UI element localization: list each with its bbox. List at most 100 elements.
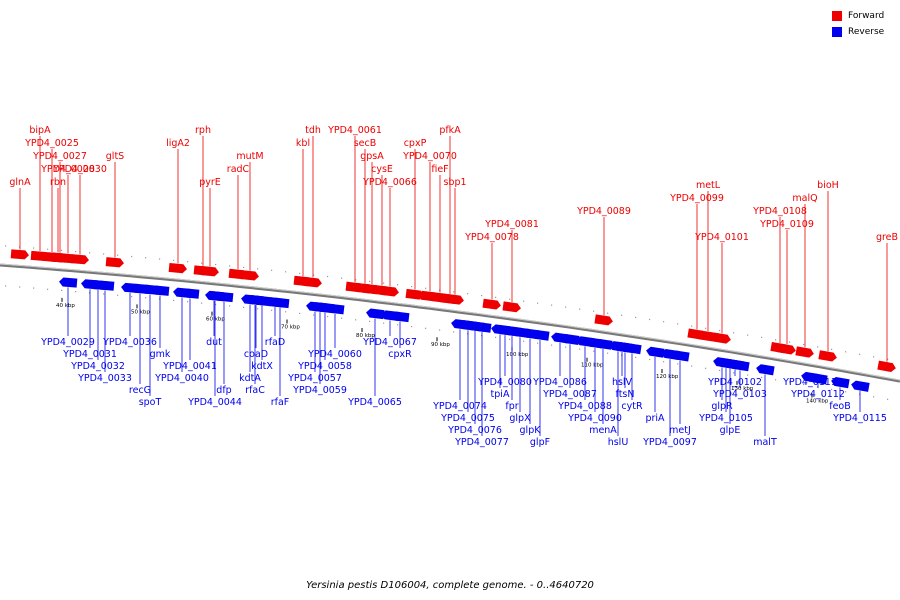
forward-gene-label: rbn [50,177,66,188]
forward-gene-arrow [405,288,424,300]
guide-dot [691,365,693,367]
reverse-gene-label: ftsN [616,389,635,400]
reverse-gene-label: tpiA [491,389,510,400]
guide-dot [593,350,595,352]
reverse-gene-arrow [366,308,385,320]
scale-tick-label: 100 kbp [506,352,529,358]
forward-gene-label: sbp1 [443,177,466,188]
reverse-gene-label: YPD4_0075 [440,413,495,424]
guide-dot [565,306,567,308]
reverse-gene-label: YPD4_0080 [477,377,532,388]
reverse-gene-label: YPD4_0040 [154,373,209,384]
reverse-gene-label: hslV [612,377,633,388]
reverse-gene-label: feoB [829,401,851,412]
reverse-gene-label: spoT [139,397,162,408]
forward-gene-label: YPD4_0101 [694,232,749,243]
guide-dot [33,287,35,289]
guide-dot [285,271,287,273]
guide-dot [411,286,413,288]
guide-dot [117,254,119,256]
reverse-gene-arrow [311,302,330,313]
scale-tick-label: 70 kbp [281,324,300,330]
guide-dot [495,336,497,338]
guide-dot [453,331,455,333]
reverse-gene-arrow [391,311,410,323]
forward-gene-label: gltS [106,151,124,162]
guide-dot [285,311,287,313]
guide-dot [453,291,455,293]
guide-dot [271,269,273,271]
guide-dot [775,339,777,341]
guide-dot [397,324,399,326]
reverse-gene-label: dfp [216,385,231,396]
forward-gene-label: YPD4_0070 [402,151,457,162]
guide-dot [523,340,525,342]
reverse-gene-label: glpR [711,401,733,412]
forward-gene-label: fieF [431,164,448,175]
reverse-gene-arrow [721,358,740,370]
guide-dot [579,348,581,350]
reverse-gene-arrow [96,280,115,291]
reverse-gene-label: YPD4_0088 [557,401,612,412]
reverse-gene-label: YPD4_0057 [287,373,342,384]
guide-dot [579,308,581,310]
guide-dot [887,398,889,400]
legend-reverse: Reverse [832,24,892,40]
reverse-gene-label: glpK [520,425,542,436]
guide-dot [803,343,805,346]
reverse-gene-label: YPD4_0067 [362,337,417,348]
reverse-gene-arrow [851,380,870,392]
reverse-gene-label: hslU [608,437,629,448]
reverse-gene-label: YPD4_0103 [712,389,767,400]
scale-tick-label: 80 kbp [356,333,375,339]
guide-dot [187,301,189,303]
legend: Forward Reverse [832,8,892,40]
reverse-gene-label: YPD4_0065 [347,397,402,408]
guide-dot [313,274,315,276]
forward-gene-arrow [795,346,814,358]
scale-tick-label: 60 kbp [206,317,225,323]
reverse-gene-label: YPD4_0058 [297,361,352,372]
guide-dot [677,323,679,325]
guide-dot [649,318,651,321]
reverse-gene-arrow [623,343,642,355]
guide-dot [621,314,623,316]
reverse-gene-label: YPD4_0036 [102,337,157,348]
reverse-gene-label: metJ [669,425,691,436]
forward-gene-arrow [345,281,364,293]
backbone-line [0,263,900,383]
reverse-gene-arrow [561,334,580,345]
scale-tick-label: 110 kbp [581,363,604,369]
forward-gene-label: YPD4_0061 [327,125,382,136]
guide-dot [131,255,133,258]
reverse-gene-arrow [173,287,192,298]
guide-dot [5,285,7,287]
guide-dot [551,344,553,346]
guide-dot [803,383,805,386]
forward-gene-label: cpxP [404,138,427,149]
forward-gene-arrow [482,298,501,310]
guide-dot [425,327,427,329]
reverse-gene-label: YPD4_0059 [292,385,347,396]
reverse-gene-arrow [246,295,265,306]
forward-gene-arrow [200,266,219,277]
guide-dot [509,298,511,300]
guide-dot [369,320,371,322]
guide-dot [887,358,889,360]
reverse-gene-arrow [531,329,550,341]
guide-dot [355,319,357,321]
guide-dot [383,322,385,324]
forward-gene-label: metL [696,180,721,191]
guide-dot [299,272,301,274]
reverse-gene-label: fpr [505,401,518,412]
forward-gene-arrow [420,290,439,302]
guide-dot [229,305,231,307]
reverse-gene-label: kdtX [251,361,273,372]
reverse-gene-arrow [831,377,850,389]
reverse-gene-label: cytR [621,401,643,412]
reverse-gene-label: YPD4_0044 [187,397,242,408]
guide-dot [159,258,161,260]
guide-dot [397,284,399,286]
reverse-gene-label: YPD4_0060 [307,349,362,360]
